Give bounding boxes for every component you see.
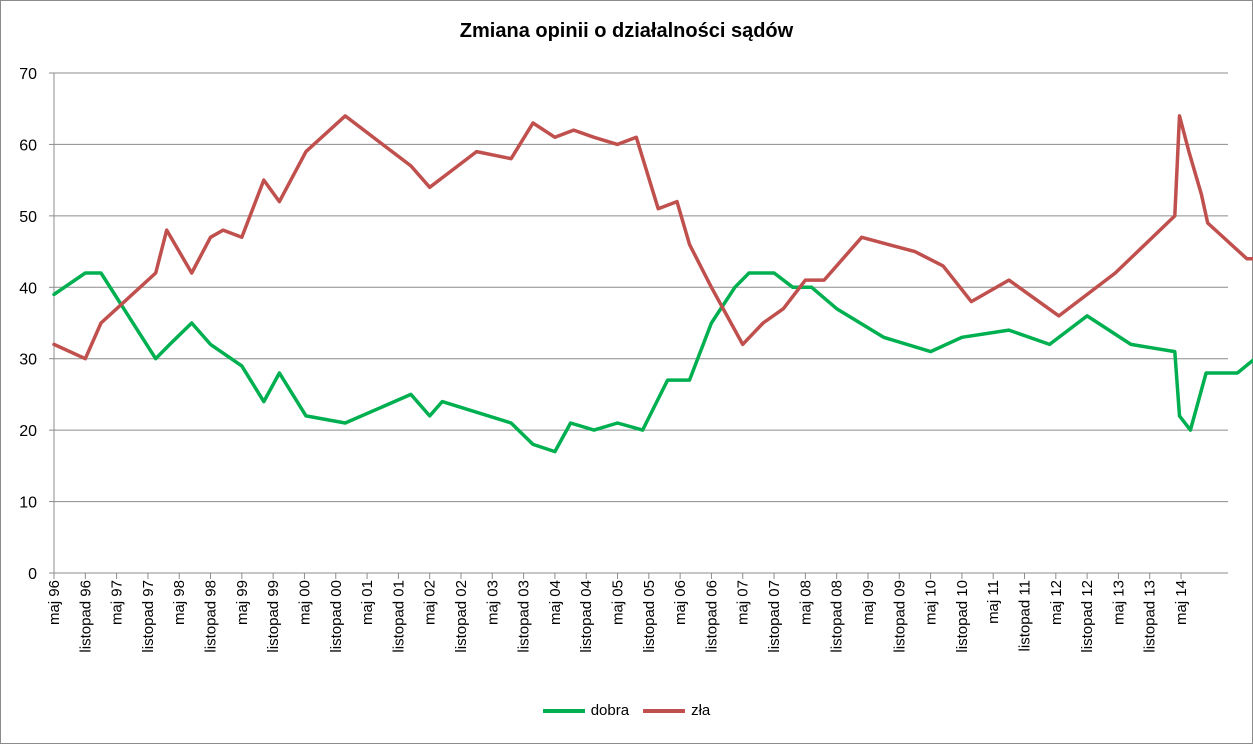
x-tick-label: maj 03 (484, 580, 501, 625)
x-tick-label: listopad 08 (829, 580, 846, 653)
y-tick-label: 40 (19, 280, 37, 297)
legend-swatch (542, 708, 585, 713)
x-tick-label: listopad 13 (1142, 580, 1159, 653)
x-tick-label: listopad 07 (766, 580, 783, 653)
axes: 0 10 20 30 40 50 60 70 maj 96 listopad 96 maj 97 li… (19, 66, 1228, 653)
x-tick-label: listopad 10 (954, 580, 971, 653)
x-tick-label: listopad 02 (453, 580, 470, 653)
y-tick-label: 10 (19, 495, 37, 512)
legend-swatch (643, 708, 686, 713)
legend-item: dobra (542, 702, 630, 719)
x-tick-label: maj 02 (422, 580, 439, 625)
legend-item: zła (643, 702, 710, 719)
x-tick-label: maj 13 (1110, 580, 1127, 625)
x-tick-label: maj 96 (46, 580, 63, 625)
legend-label: zła (691, 702, 711, 719)
x-tick-label: listopad 97 (140, 580, 157, 653)
x-tick-label: listopad 99 (265, 580, 282, 653)
series-line-dobra (52, 271, 1253, 454)
x-tick-label: maj 98 (171, 580, 188, 625)
x-tick-label: maj 08 (797, 580, 814, 625)
x-tick-label: maj 00 (296, 580, 313, 625)
x-tick-label: maj 09 (860, 580, 877, 625)
x-tick-label: listopad 09 (891, 580, 908, 653)
x-tick-label: maj 99 (234, 580, 251, 625)
x-tick-label: maj 10 (923, 580, 940, 625)
x-tick-label: listopad 03 (516, 580, 533, 653)
x-tick-label: maj 14 (1173, 580, 1190, 625)
x-tick-label: listopad 00 (328, 580, 345, 653)
y-tick-label: 50 (19, 209, 37, 226)
x-tick-label: listopad 06 (703, 580, 720, 653)
x-tick-label: maj 07 (735, 580, 752, 625)
gridlines (54, 72, 1228, 503)
x-tick-label: listopad 96 (77, 580, 94, 653)
x-tick-label: maj 01 (359, 580, 376, 625)
chart-title: Zmiana opinii o działalności sądów (459, 20, 794, 42)
y-tick-label: 20 (19, 423, 37, 440)
x-tick-label: maj 12 (1048, 580, 1065, 625)
series-line-zla (52, 114, 1253, 361)
x-tick-label: maj 04 (547, 580, 564, 625)
x-tick-label: maj 05 (610, 580, 627, 625)
x-tick-label: maj 11 (985, 580, 1002, 624)
legend-label: dobra (590, 702, 630, 719)
y-tick-label: 60 (19, 137, 37, 154)
x-tick-label: listopad 05 (641, 580, 658, 653)
x-tick-label: maj 97 (109, 580, 126, 625)
x-tick-label: listopad 12 (1079, 580, 1096, 653)
x-tick-label: listopad 01 (390, 580, 407, 653)
legend: dobra zła (0, 702, 1253, 719)
y-tick-label: 70 (19, 66, 37, 83)
y-tick-label: 30 (19, 352, 37, 369)
x-tick-label: maj 06 (672, 580, 689, 625)
series-lines (52, 114, 1253, 454)
y-tick-label: 0 (28, 566, 37, 583)
x-tick-label: listopad 98 (203, 580, 220, 653)
x-tick-label: listopad 11 (1017, 580, 1034, 651)
x-tick-label: listopad 04 (578, 580, 595, 653)
